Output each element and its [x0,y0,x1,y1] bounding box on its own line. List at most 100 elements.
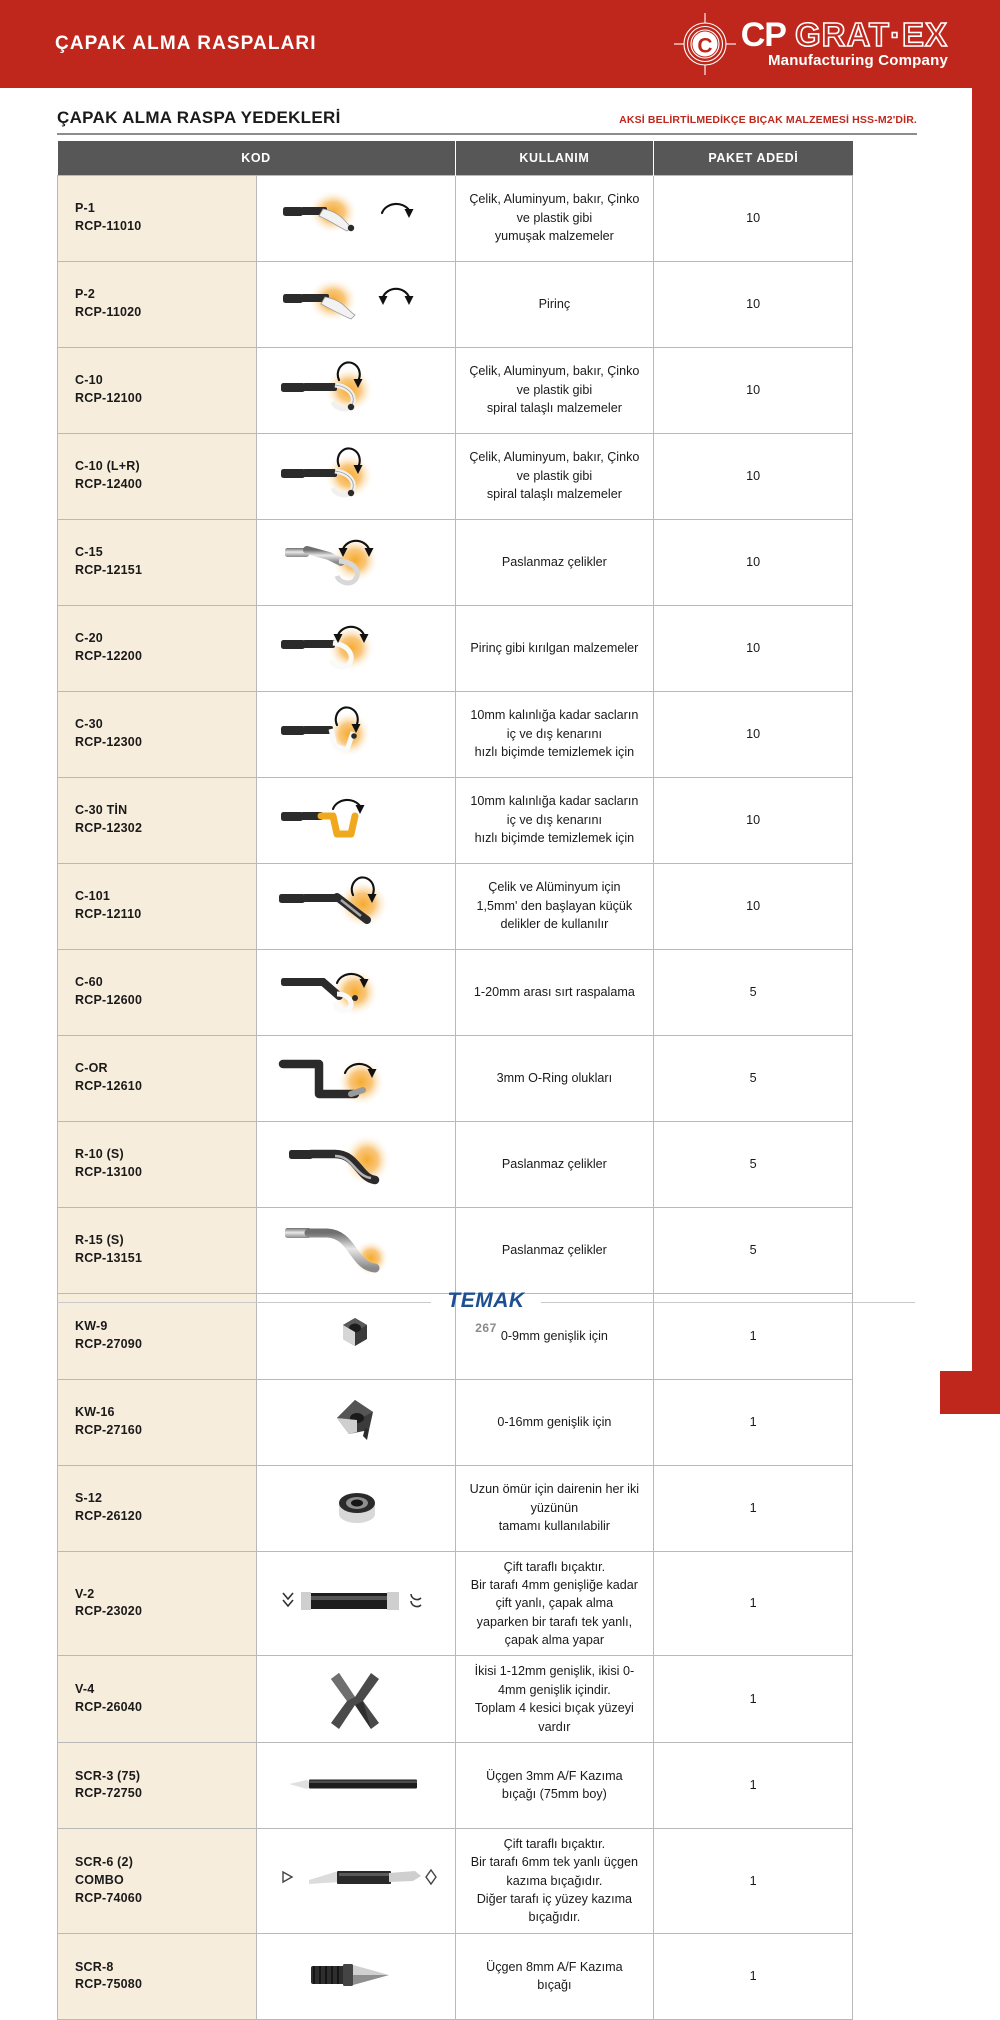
product-qty-cell: 10 [653,261,853,348]
table-row: KW-16 RCP-27160 0-16mm genişlik için 1 [57,1379,853,1466]
product-code: C-10 [75,373,103,388]
column-header-paket-adedi: PAKET ADEDİ [653,141,853,175]
product-usage-cell: Çift taraflı bıçaktır. Bir tarafı 6mm tek… [455,1828,655,1934]
product-usage-cell: Pirinç gibi kırılgan malzemeler [455,605,655,692]
product-code-cell: P-1 RCP-11010 [57,174,257,262]
section-divider [57,133,917,135]
table-row: V-4 RCP-26040 İkisi 1-12mm genişlik, ikisi… [57,1655,853,1743]
product-code: R-15 (S) [75,1233,124,1248]
page-header: ÇAPAK ALMA RASPALARI C CP GRAT·E [0,0,1000,88]
table-row: SCR-6 (2) COMBO RCP-74060 Çift taraflı bıça… [57,1828,853,1934]
product-image-cell [256,863,456,950]
product-usage-cell: 0-9mm genişlik için [455,1293,655,1380]
page-edge-red-strip [972,0,1000,1414]
product-image-cell [256,261,456,348]
product-qty-cell: 1 [653,1465,853,1552]
blade-c30tin-icon [271,784,441,852]
product-image-cell [256,1207,456,1294]
table-row: C-30 TİN RCP-12302 10mm kalınlığa kadar sa… [57,777,853,864]
product-code-cell: C-60 RCP-12600 [57,949,257,1036]
product-qty-cell: 10 [653,605,853,692]
section-title: ÇAPAK ALMA RASPA YEDEKLERİ [57,108,341,127]
product-image-cell [256,433,456,520]
product-image-cell [256,1293,456,1380]
page-corner-red-block [940,1371,1000,1414]
product-usage-cell: Paslanmaz çelikler [455,1207,655,1294]
product-usage-cell: Paslanmaz çelikler [455,1121,655,1208]
product-code-cell: C-20 RCP-12200 [57,605,257,692]
table-row: R-10 (S) RCP-13100 Paslanmaz çelikler 5 [57,1121,853,1208]
material-note: AKSİ BELİRTİLMEDİKÇE BIÇAK MALZEMESİ HSS… [619,114,917,126]
product-ref: RCP-11020 [75,305,142,319]
product-ref: RCP-13151 [75,1251,143,1265]
footer-rule-right [540,1301,916,1303]
table-row: R-15 (S) RCP-13151 Paslanmaz çelikler 5 [57,1207,853,1294]
product-code-cell: C-101 RCP-12110 [57,863,257,950]
product-code: C-60 [75,975,103,990]
brand-logo: C CP GRAT·EX Manufacturing Company [673,12,948,76]
product-code: P-1 [75,201,96,216]
product-code: KW-16 [75,1405,115,1420]
product-ref: RCP-12200 [75,649,143,663]
product-image-cell [256,1465,456,1552]
product-code-cell: V-4 RCP-26040 [57,1655,257,1743]
table-row: SCR-8 RCP-75080 Üçgen 8mm A/F Kazıma bıçağ… [57,1933,853,2020]
cp-target-logo-icon: C [673,12,737,76]
product-ref: RCP-13100 [75,1165,143,1179]
product-code: C-30 [75,717,103,732]
product-qty-cell: 10 [653,777,853,864]
product-code: SCR-8 [75,1959,114,1974]
product-usage-cell: Paslanmaz çelikler [455,519,655,606]
product-code-cell: C-OR RCP-12610 [57,1035,257,1122]
product-qty-cell: 1 [653,1655,853,1743]
table-row: C-OR RCP-12610 3mm O-Ring olukları 5 [57,1035,853,1122]
product-ref: RCP-12610 [75,1079,143,1093]
product-code: V-4 [75,1682,95,1697]
svg-text:C: C [697,35,712,58]
product-image-cell [256,777,456,864]
product-usage-cell: Çelik ve Alüminyum için 1,5mm' den başlay… [455,863,655,950]
product-code: C-20 [75,631,103,646]
blade-v2-icon [271,1567,441,1635]
product-qty-cell: 1 [653,1742,853,1829]
product-code-cell: P-2 RCP-11020 [57,261,257,348]
product-qty-cell: 10 [653,691,853,778]
product-code-cell: C-10 RCP-12100 [57,347,257,434]
product-image-cell [256,1742,456,1829]
product-qty-cell: 10 [653,863,853,950]
section-header: ÇAPAK ALMA RASPA YEDEKLERİ AKSİ BELİRTİL… [57,108,917,128]
product-image-cell [256,1379,456,1466]
logo-cp-text: CP [740,15,787,54]
product-qty-cell: 5 [653,1035,853,1122]
product-code-cell: SCR-8 RCP-75080 [57,1933,257,2020]
logo-tagline: Manufacturing Company [767,52,948,70]
footer-rule-left [57,1301,432,1303]
product-image-cell [256,1551,456,1657]
table-row: C-10 RCP-12100 Çelik, Aluminyum, bakır, Çi… [57,347,853,434]
product-code: R-10 (S) [75,1147,124,1162]
blade-v4-icon [271,1663,441,1731]
product-image-cell [256,519,456,606]
table-row: SCR-3 (75) RCP-72750 Üçgen 3mm A/F Kazıma … [57,1742,853,1829]
table-row: C-20 RCP-12200 Pirinç gibi kırılgan malzem… [57,605,853,692]
product-qty-cell: 1 [653,1933,853,2020]
product-image-cell [256,1655,456,1743]
product-code-cell: SCR-6 (2) COMBO RCP-74060 [57,1828,257,1934]
blade-c10-icon [271,440,441,508]
product-usage-cell: 3mm O-Ring olukları [455,1035,655,1122]
insert-kw16-icon [271,1386,441,1454]
table-row: C-30 RCP-12300 10mm kalınlığa kadar saclar… [57,691,853,778]
product-code: P-2 [75,287,96,302]
product-code-cell: SCR-3 (75) RCP-72750 [57,1742,257,1829]
product-qty-cell: 5 [653,1121,853,1208]
blade-scr6-icon [271,1844,441,1912]
product-qty-cell: 10 [653,519,853,606]
product-ref: RCP-12110 [75,907,142,921]
product-image-cell [256,174,456,262]
product-table: KOD KULLANIM PAKET ADEDİ P-1 RCP-11010 Çel… [57,141,853,2020]
page-title: ÇAPAK ALMA RASPALARI [55,33,317,54]
blade-r10-icon [271,1128,441,1196]
product-image-cell [256,1933,456,2020]
product-usage-cell: Üçgen 3mm A/F Kazıma bıçağı (75mm boy) [455,1742,655,1829]
product-usage-cell: Çelik, Aluminyum, bakır, Çinko ve plasti… [455,433,655,520]
